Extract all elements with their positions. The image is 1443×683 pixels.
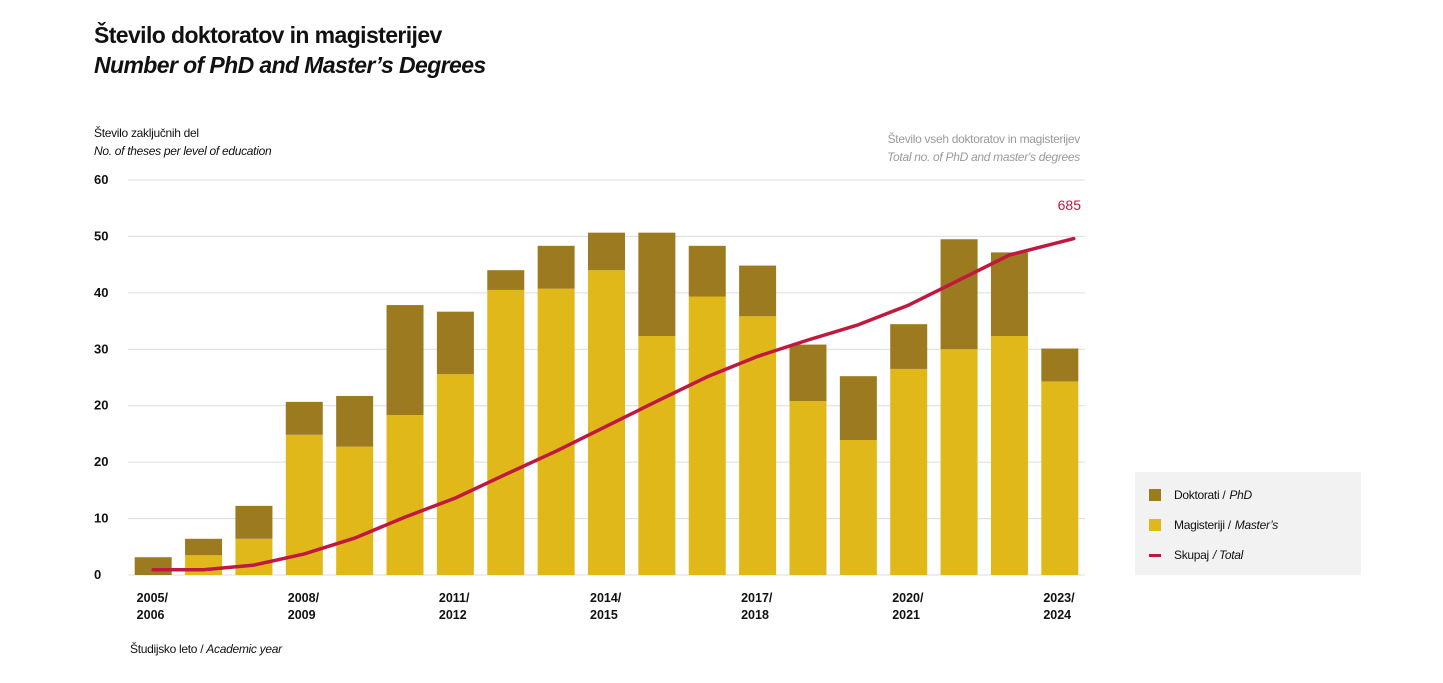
x-tick-label: 2011/ bbox=[439, 591, 470, 605]
bar-masters bbox=[688, 296, 726, 575]
total-line bbox=[151, 236, 1076, 572]
bar-masters bbox=[940, 349, 978, 575]
left-axis-caption-si: Število zaključnih del bbox=[94, 126, 199, 140]
x-tick-label: 2009 bbox=[288, 608, 316, 622]
bar-masters bbox=[487, 289, 525, 575]
y-tick-label: 50 bbox=[94, 228, 108, 243]
bar-masters bbox=[890, 368, 928, 575]
y-tick-label: 60 bbox=[94, 172, 108, 187]
title-block: Število doktoratov in magisterijev Numbe… bbox=[94, 20, 486, 80]
y-tick-label: 30 bbox=[94, 341, 108, 356]
bar-phd bbox=[688, 245, 726, 297]
bar-phd bbox=[487, 270, 525, 290]
legend-swatch-masters bbox=[1149, 519, 1161, 531]
bar-masters bbox=[185, 555, 223, 575]
bar-masters bbox=[789, 401, 827, 575]
right-axis-caption-si: Število vseh doktoratov in magisterijev bbox=[887, 132, 1081, 146]
bar-masters bbox=[588, 270, 625, 575]
x-tick-label: 2021 bbox=[892, 608, 920, 622]
x-tick-label: 2006 bbox=[137, 608, 165, 622]
legend-swatch-phd bbox=[1149, 489, 1161, 501]
legend: Doktorati / PhD Magisteriji / Master’s S… bbox=[1135, 472, 1361, 575]
x-axis-caption: Študijsko leto / Academic year bbox=[130, 640, 282, 658]
bar-phd bbox=[185, 538, 223, 556]
bar-masters bbox=[436, 374, 474, 575]
legend-label-masters: Magisteriji / bbox=[1174, 518, 1231, 532]
bar-phd bbox=[436, 311, 474, 375]
bar-phd bbox=[990, 252, 1028, 337]
bar-phd bbox=[1041, 348, 1079, 382]
bar-masters bbox=[235, 538, 273, 575]
bar-masters bbox=[386, 415, 424, 575]
x-axis-caption-en: Academic year bbox=[206, 642, 282, 656]
legend-line-total bbox=[1149, 553, 1161, 557]
legend-label-phd: Doktorati / bbox=[1174, 488, 1226, 502]
y-tick-label: 20 bbox=[94, 398, 108, 413]
bar-masters bbox=[336, 446, 374, 575]
bar-phd bbox=[940, 239, 978, 350]
bar-phd bbox=[285, 401, 323, 435]
legend-label-total-en: / Total bbox=[1212, 548, 1244, 562]
x-tick-label: 2023/ bbox=[1043, 591, 1075, 605]
legend-item-total: Skupaj / Total bbox=[1149, 547, 1243, 563]
legend-label-total: Skupaj bbox=[1174, 548, 1209, 562]
x-tick-label: 2015 bbox=[590, 608, 618, 622]
left-axis-caption-en: No. of theses per level of education bbox=[94, 144, 272, 158]
bar-phd bbox=[134, 557, 172, 575]
bar-phd bbox=[739, 265, 777, 317]
right-axis-caption: Število vseh doktoratov in magisterijev … bbox=[887, 130, 1080, 166]
bar-masters bbox=[638, 336, 676, 575]
legend-label-phd-en: PhD bbox=[1229, 488, 1252, 502]
x-axis-caption-si: Študijsko leto / bbox=[130, 642, 204, 656]
bar-phd bbox=[588, 232, 625, 271]
bar-phd bbox=[638, 232, 676, 337]
bar-masters bbox=[990, 336, 1028, 575]
y-tick-label: 0 bbox=[94, 567, 101, 582]
bar-phd bbox=[537, 245, 575, 289]
bar-masters bbox=[537, 288, 575, 575]
x-tick-label: 2005/ bbox=[137, 591, 169, 605]
x-tick-label: 2008/ bbox=[288, 591, 320, 605]
x-tick-label: 2017/ bbox=[741, 591, 773, 605]
chart-subtitle: Number of PhD and Master’s Degrees bbox=[94, 52, 486, 78]
bar-masters bbox=[839, 440, 877, 575]
x-tick-label: 2024 bbox=[1043, 608, 1071, 622]
legend-item-phd: Doktorati / PhD bbox=[1149, 487, 1252, 503]
bar-phd bbox=[789, 344, 827, 402]
chart-title: Število doktoratov in magisterijev bbox=[94, 22, 442, 48]
y-tick-label: 10 bbox=[94, 511, 108, 526]
total-annotation: 685 bbox=[1058, 197, 1082, 213]
x-tick-label: 2012 bbox=[439, 608, 467, 622]
bar-masters bbox=[739, 316, 777, 575]
bar-phd bbox=[890, 324, 928, 369]
bar-phd bbox=[336, 395, 374, 447]
legend-item-masters: Magisteriji / Master’s bbox=[1149, 517, 1278, 533]
bar-phd bbox=[839, 376, 877, 441]
bar-masters bbox=[1041, 381, 1079, 575]
bar-phd bbox=[235, 505, 273, 539]
y-tick-label: 40 bbox=[94, 285, 108, 300]
bar-phd bbox=[386, 305, 424, 416]
x-tick-label: 2014/ bbox=[590, 591, 622, 605]
right-axis-caption-en: Total no. of PhD and master's degrees bbox=[887, 150, 1080, 164]
legend-label-masters-en: Master’s bbox=[1234, 518, 1278, 532]
y-tick-label: 20 bbox=[94, 454, 108, 469]
x-tick-label: 2020/ bbox=[892, 591, 924, 605]
left-axis-caption: Število zaključnih del No. of theses per… bbox=[94, 124, 272, 160]
x-tick-label: 2018 bbox=[741, 608, 769, 622]
